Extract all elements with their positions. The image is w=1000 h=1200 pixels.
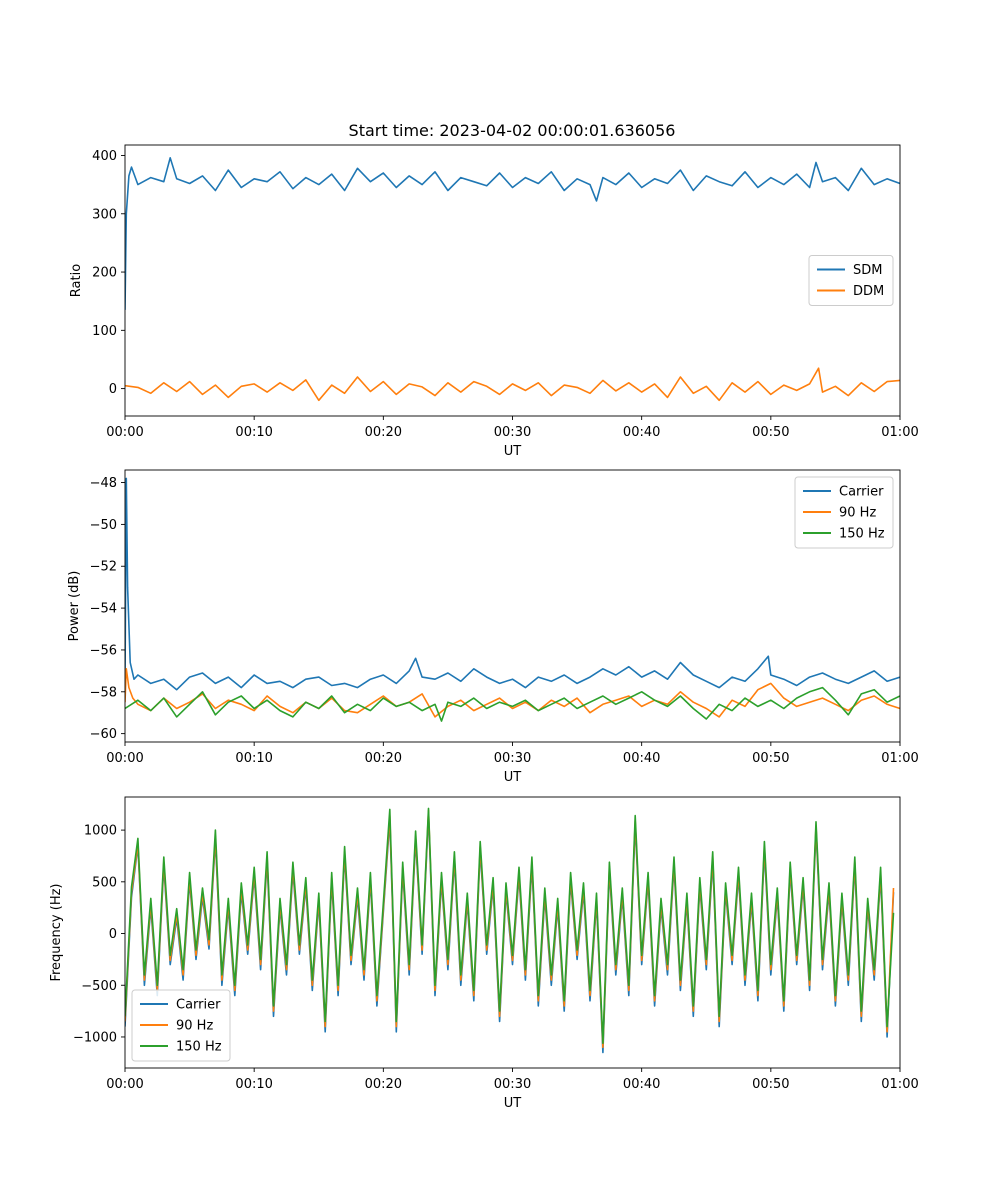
y-tick-label: −48 <box>90 476 117 491</box>
subplot-3: 00:00 00:10 00:20 00:30 00:40 00:50 01:00 −1000… <box>49 796 919 1111</box>
x-tick-label: 00:20 <box>365 1077 402 1092</box>
axes-frame <box>124 144 901 417</box>
x-tick-label: 00:50 <box>752 751 789 766</box>
legend: Carrier 90 Hz 150 Hz <box>131 989 231 1062</box>
y-tick-label: 300 <box>92 207 117 222</box>
x-tick-label: 00:30 <box>494 1077 531 1092</box>
legend-label: 150 Hz <box>176 1040 222 1055</box>
x-axis-label: UT <box>504 770 522 785</box>
legend: SDM DDM <box>808 255 894 306</box>
x-axis-label: UT <box>504 444 522 459</box>
subplot-panels: 00:00 00:10 00:20 00:30 00:40 00:50 01:00 0 100 2… <box>49 144 919 1111</box>
series-line-150-hz <box>125 807 895 1044</box>
y-axis-label: Frequency (Hz) <box>49 883 64 981</box>
y-tick-label: −1000 <box>73 1030 117 1045</box>
legend-label: 150 Hz <box>839 527 885 542</box>
x-tick-label: 00:30 <box>494 425 531 440</box>
y-axis-label: Ratio <box>69 264 84 297</box>
y-tick-label: −54 <box>90 602 117 617</box>
series-line-carrier <box>125 477 900 691</box>
series-line-carrier <box>125 813 895 1054</box>
x-tick-label: 00:10 <box>235 751 272 766</box>
series-line-ddm <box>125 367 900 402</box>
legend-label: 90 Hz <box>176 1019 213 1034</box>
y-tick-label: 0 <box>109 382 117 397</box>
series-line-sdm <box>125 157 900 310</box>
legend-box <box>808 255 894 306</box>
series-group <box>125 807 895 1054</box>
x-tick-label: 01:00 <box>881 425 918 440</box>
y-tick-label: −500 <box>81 979 117 994</box>
x-tick-label: 00:10 <box>235 1077 272 1092</box>
x-tick-label: 01:00 <box>881 751 918 766</box>
x-tick-label: 00:20 <box>365 425 402 440</box>
y-tick-label: 500 <box>92 875 117 890</box>
y-axis-label: Power (dB) <box>67 571 82 642</box>
y-tick-label: 0 <box>109 927 117 942</box>
legend: Carrier 90 Hz 150 Hz <box>794 476 894 549</box>
legend-label: Carrier <box>839 485 884 500</box>
y-tick-label: −52 <box>90 560 117 575</box>
legend-label: 90 Hz <box>839 506 876 521</box>
series-group <box>125 477 900 722</box>
x-tick-label: 00:50 <box>752 1077 789 1092</box>
subplot-2: 00:00 00:10 00:20 00:30 00:40 00:50 01:00 −60 −5… <box>67 469 919 785</box>
y-tick-label: −60 <box>90 727 117 742</box>
series-line-90-hz <box>125 667 900 718</box>
x-tick-label: 00:40 <box>623 425 660 440</box>
x-tick-label: 00:40 <box>623 1077 660 1092</box>
x-tick-label: 00:10 <box>235 425 272 440</box>
x-tick-label: 00:50 <box>752 425 789 440</box>
y-tick-label: 400 <box>92 149 117 164</box>
y-tick-label: −56 <box>90 643 117 658</box>
x-tick-label: 00:00 <box>106 751 143 766</box>
subplot-1: 00:00 00:10 00:20 00:30 00:40 00:50 01:00 0 100 2… <box>69 144 919 459</box>
axes-frame <box>124 796 901 1069</box>
y-tick-label: 1000 <box>84 824 117 839</box>
legend-box <box>794 476 894 549</box>
x-tick-label: 01:00 <box>881 1077 918 1092</box>
axes-frame <box>124 469 901 743</box>
y-tick-label: −58 <box>90 685 117 700</box>
series-group <box>125 157 900 402</box>
x-axis-label: UT <box>504 1096 522 1111</box>
x-tick-label: 00:20 <box>365 751 402 766</box>
legend-label: DDM <box>853 284 884 299</box>
x-tick-label: 00:00 <box>106 1077 143 1092</box>
series-line-150-hz <box>125 686 900 722</box>
y-tick-label: 100 <box>92 324 117 339</box>
series-line-90-hz <box>125 809 895 1049</box>
legend-label: Carrier <box>176 998 221 1013</box>
x-tick-label: 00:30 <box>494 751 531 766</box>
y-tick-label: −50 <box>90 518 117 533</box>
y-tick-label: 200 <box>92 266 117 281</box>
legend-label: SDM <box>853 263 882 278</box>
x-tick-label: 00:00 <box>106 425 143 440</box>
x-tick-label: 00:40 <box>623 751 660 766</box>
figure-title: Start time: 2023-04-02 00:00:01.636056 <box>349 121 676 140</box>
legend-box <box>131 989 231 1062</box>
